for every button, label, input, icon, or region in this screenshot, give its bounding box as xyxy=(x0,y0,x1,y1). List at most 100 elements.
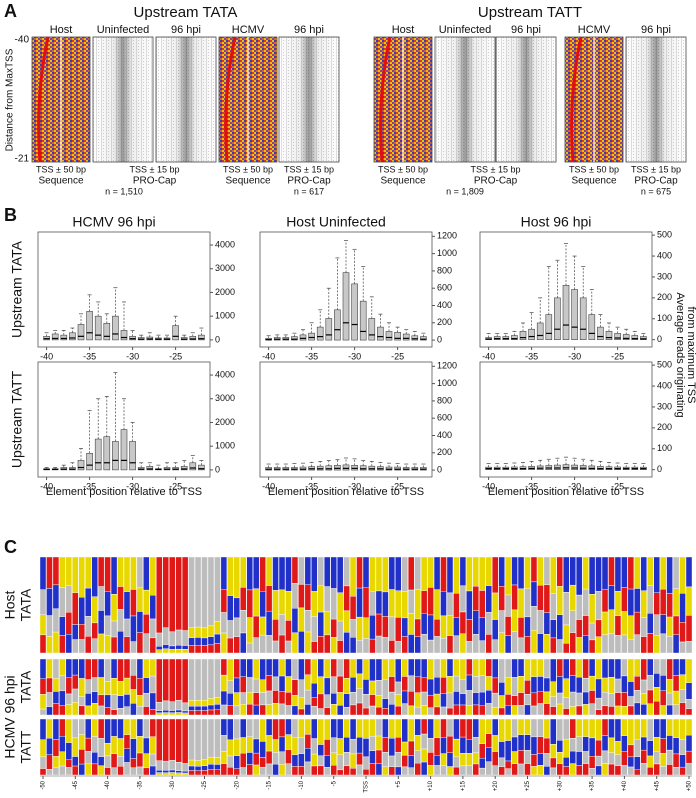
logo-letter xyxy=(104,681,111,696)
logo-letter xyxy=(459,556,467,586)
logo-letter xyxy=(72,756,79,767)
logo-letter xyxy=(188,770,195,776)
logo-letter xyxy=(401,658,408,677)
x-tick-label: -30 xyxy=(126,481,139,491)
logo-letter xyxy=(653,737,660,752)
logo-letter xyxy=(59,705,66,716)
logo-letter xyxy=(614,635,622,654)
logo-letter xyxy=(395,752,402,768)
logo-letter xyxy=(201,759,208,767)
logo-letter xyxy=(343,632,350,654)
logo-letter xyxy=(653,700,660,716)
logo-letter xyxy=(466,590,473,620)
logo-letter xyxy=(59,675,66,692)
logo-letter xyxy=(395,590,402,618)
logo-letter xyxy=(369,638,376,654)
logo-letter xyxy=(659,556,667,590)
logo-letter xyxy=(304,704,312,716)
logo-letter xyxy=(588,690,596,704)
logo-letter xyxy=(181,649,189,654)
count-label: n = 617 xyxy=(294,186,324,196)
box xyxy=(299,466,307,471)
y-tick-label: 200 xyxy=(657,292,672,302)
y-tick-label: 3000 xyxy=(215,393,235,403)
logo-letter xyxy=(414,718,421,736)
logo-letter xyxy=(550,593,557,620)
box xyxy=(571,289,578,340)
logo-letter xyxy=(91,556,98,597)
logo-letter xyxy=(291,695,299,707)
logo-letter xyxy=(162,760,169,771)
logo-letter xyxy=(369,736,376,752)
logo-letter xyxy=(123,591,131,620)
logo-letter xyxy=(498,757,505,767)
logo-letter xyxy=(349,704,357,716)
logo-letter xyxy=(259,679,266,693)
logo-letter xyxy=(240,610,247,634)
logo-letter xyxy=(433,737,441,756)
logo-letter xyxy=(304,734,312,749)
y-tick-label: 2000 xyxy=(215,417,235,427)
logo-letter xyxy=(304,761,312,776)
logo-letter xyxy=(272,739,279,753)
logo-letter xyxy=(640,636,647,654)
logo-letter xyxy=(466,674,473,691)
logo-letter xyxy=(459,704,467,716)
logo-letter xyxy=(220,612,228,634)
logo-letter xyxy=(330,704,337,716)
count-label: n = 675 xyxy=(641,186,671,196)
logo-letter xyxy=(181,770,189,774)
logo-letter xyxy=(162,556,169,628)
logo-letter xyxy=(233,755,241,769)
logo-letter xyxy=(634,588,641,613)
logo-letter xyxy=(453,718,460,740)
logo-letter xyxy=(672,704,680,716)
logo-letter xyxy=(311,718,318,739)
logo-letter xyxy=(401,741,408,756)
logo-letter xyxy=(679,689,686,703)
logo-letter xyxy=(188,637,195,646)
logo-letter xyxy=(427,639,434,654)
logo-letter xyxy=(621,658,628,677)
footer-label: TSS ± 15 bp xyxy=(130,164,180,174)
logo-letter xyxy=(401,591,408,619)
logo-letter xyxy=(440,615,447,639)
logo-letter xyxy=(672,718,680,738)
logo-letter xyxy=(420,612,428,635)
y-tick-label: 400 xyxy=(437,430,452,440)
logo-letter xyxy=(97,705,105,716)
logo-letter xyxy=(130,738,137,759)
logo-letter xyxy=(382,679,389,699)
logo-letter xyxy=(504,694,512,706)
x-tick-label: -25 xyxy=(391,351,404,361)
box xyxy=(112,315,119,341)
logo-letter xyxy=(362,738,370,758)
x-tick-label: -40 xyxy=(482,351,495,361)
logo-letter xyxy=(388,616,396,641)
logo-letter xyxy=(311,641,318,654)
logo-letter xyxy=(601,750,609,764)
y-tick-label: 0 xyxy=(437,334,442,344)
logo-letter xyxy=(569,610,576,633)
logo-letter xyxy=(343,658,350,679)
y-tick-label: 500 xyxy=(657,360,672,370)
logo-letter xyxy=(382,616,389,638)
x-axis-title: Element position relative to TSS xyxy=(488,486,644,498)
logo-letter xyxy=(543,556,551,586)
logo-letter xyxy=(453,658,460,677)
box xyxy=(562,464,570,470)
logo-letter xyxy=(659,753,667,767)
logo-letter xyxy=(188,759,195,767)
logo-letter xyxy=(388,755,396,767)
chart-title: HCMV 96 hpi xyxy=(72,214,155,230)
logo-letter xyxy=(498,741,505,759)
logo-letter xyxy=(672,690,680,705)
logo-letter xyxy=(65,704,73,716)
logo-letter xyxy=(479,767,486,776)
logo-letter xyxy=(679,754,686,768)
logo-letter xyxy=(427,694,434,708)
logo-letter xyxy=(272,690,279,704)
logo-letter xyxy=(65,693,73,705)
logo-letter xyxy=(317,585,324,613)
logo-letter xyxy=(375,590,383,615)
